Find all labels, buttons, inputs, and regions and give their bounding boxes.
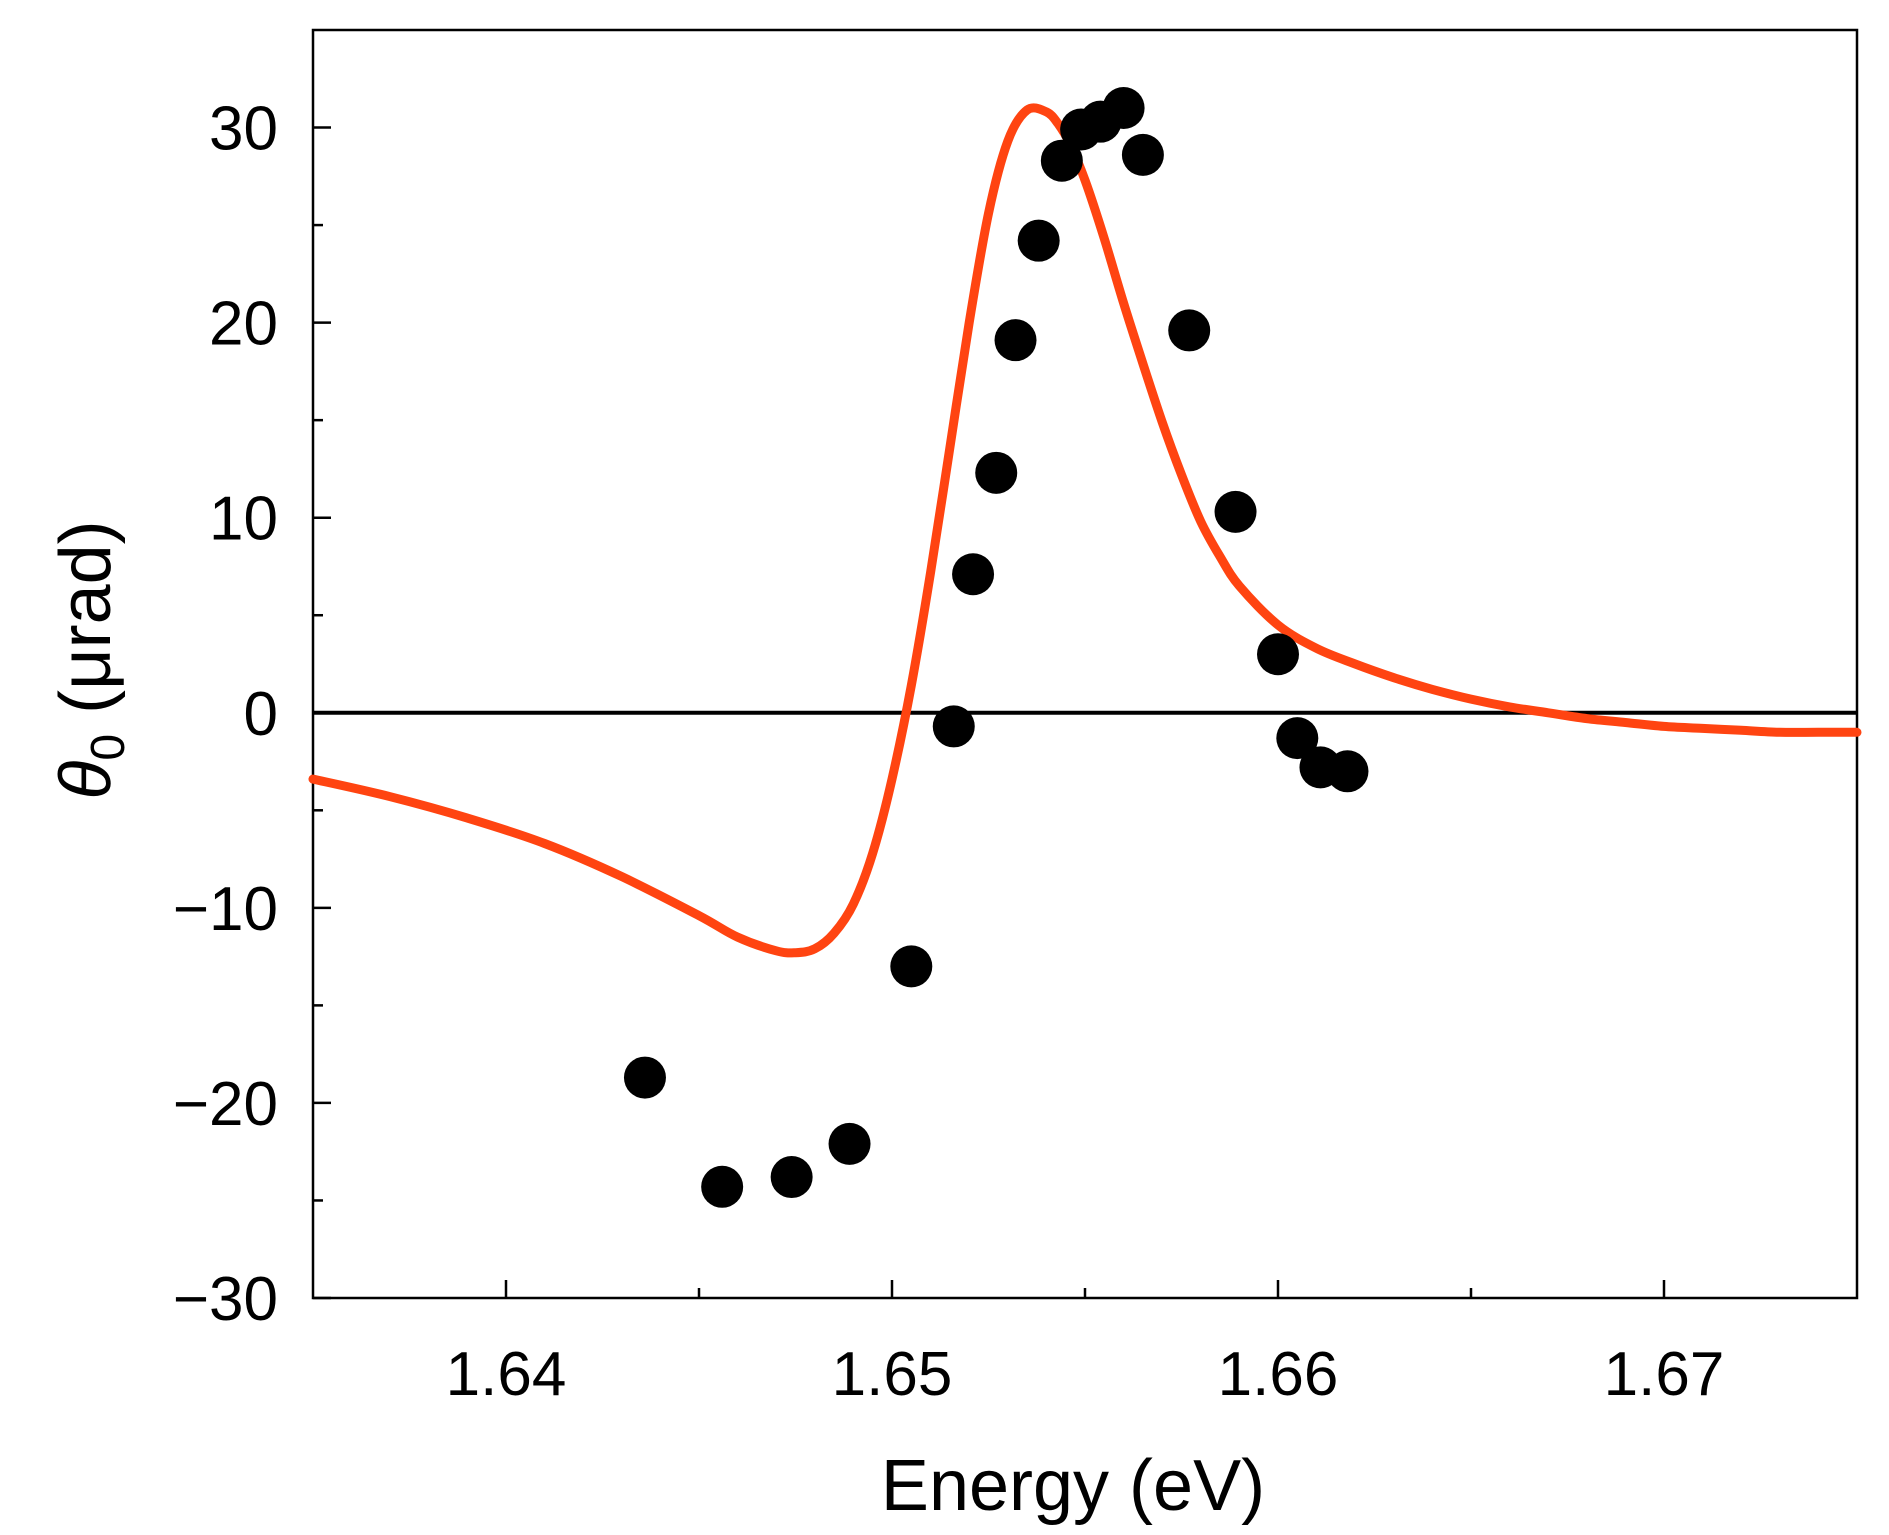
y-tick-label: −30 bbox=[173, 1265, 278, 1334]
y-axis-title-subscript: 0 bbox=[82, 734, 135, 761]
y-tick-label: 0 bbox=[244, 680, 278, 749]
y-tick-label: 10 bbox=[209, 485, 278, 554]
y-axis-ticks-group: −30 −20 −10 0 10 20 30 bbox=[173, 95, 331, 1334]
data-point bbox=[1168, 309, 1211, 352]
x-axis-title: Energy (eV) bbox=[881, 1446, 1265, 1526]
fit-line bbox=[308, 103, 1862, 958]
data-point bbox=[1040, 139, 1083, 182]
y-axis-title-symbol: θ bbox=[46, 761, 126, 800]
data-point bbox=[623, 1056, 666, 1099]
y-tick-label: −20 bbox=[173, 1070, 278, 1139]
data-point bbox=[932, 705, 975, 748]
data-point bbox=[994, 319, 1037, 362]
plot-frame bbox=[311, 28, 1859, 1300]
data-point bbox=[701, 1165, 744, 1208]
data-point bbox=[1276, 717, 1319, 760]
y-axis-title: θ0 (μrad) bbox=[46, 520, 135, 799]
y-tick-label: 30 bbox=[209, 95, 278, 164]
y-axis-title-unit: (μrad) bbox=[46, 520, 126, 734]
x-tick-label: 1.65 bbox=[832, 1340, 953, 1409]
data-point bbox=[1121, 133, 1164, 176]
data-point bbox=[1326, 750, 1369, 793]
data-point bbox=[1214, 490, 1257, 533]
y-tick-label: 20 bbox=[209, 290, 278, 359]
y-tick-label: −10 bbox=[173, 875, 278, 944]
x-tick-label: 1.66 bbox=[1218, 1340, 1339, 1409]
data-point bbox=[1257, 633, 1299, 676]
fit-line-group bbox=[308, 103, 1862, 958]
data-point bbox=[828, 1122, 871, 1165]
data-point bbox=[1102, 87, 1145, 130]
x-axis-ticks-group: 1.64 1.65 1.66 1.67 bbox=[446, 1280, 1725, 1409]
data-points-group bbox=[623, 87, 1369, 1208]
data-point bbox=[975, 451, 1018, 494]
x-tick-label: 1.64 bbox=[446, 1340, 567, 1409]
data-point bbox=[770, 1156, 813, 1199]
x-tick-label: 1.67 bbox=[1604, 1340, 1725, 1409]
plot-frame-group bbox=[311, 28, 1859, 1300]
data-point bbox=[952, 553, 995, 596]
data-point bbox=[890, 945, 933, 988]
data-point bbox=[1017, 219, 1060, 262]
